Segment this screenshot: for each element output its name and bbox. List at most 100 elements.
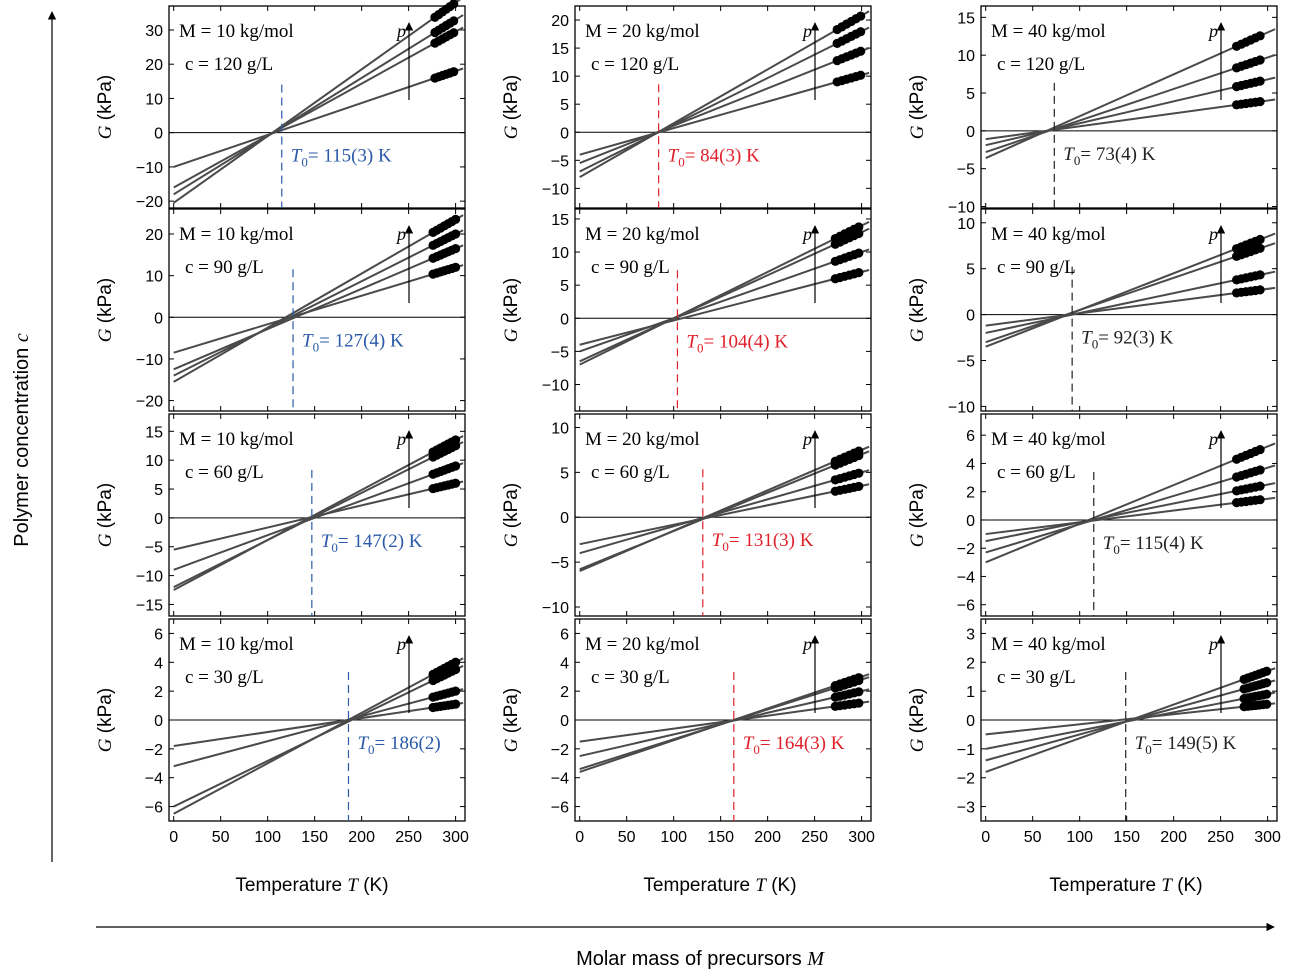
y-tick-label: −4: [145, 771, 163, 788]
y-tick-label: −2: [957, 541, 975, 558]
pressure-arrow-label: p: [395, 429, 406, 449]
t0-symbol: T: [743, 733, 755, 754]
panel-ylabel-unit: (kPa): [907, 483, 928, 534]
y-tick-label: 0: [560, 125, 569, 142]
y-tick-label: −15: [136, 597, 163, 614]
y-tick-label: 0: [966, 308, 975, 325]
y-tick-label: 10: [551, 69, 569, 86]
t0-value: = 92(3) K: [1098, 328, 1173, 349]
y-tick-label: −2: [551, 742, 569, 759]
data-point: [854, 248, 864, 258]
fit-line: [173, 214, 464, 383]
t0-value: = 164(3) K: [760, 733, 845, 754]
t0-annotation: T0= 149(5) K: [1135, 733, 1237, 757]
fit-line: [173, 14, 464, 196]
y-tick-label: 2: [560, 684, 569, 701]
y-tick-label: −10: [542, 600, 569, 617]
data-point: [1255, 481, 1265, 491]
pressure-arrow-label: p: [1207, 429, 1218, 449]
data-point: [854, 468, 864, 478]
concentration-label: c = 90 g/L: [997, 257, 1076, 278]
data-point: [1262, 699, 1272, 709]
y-tick-label: −10: [136, 160, 163, 177]
y-tick-label: −6: [551, 800, 569, 817]
y-tick-label: 4: [154, 655, 163, 672]
column-xlabel-3: Temperature T (K): [1049, 875, 1202, 896]
fit-line: [173, 480, 464, 551]
panel-ylabel-symbol: G: [907, 738, 928, 752]
y-tick-label: 6: [966, 428, 975, 445]
panel-ylabel: G (kPa): [95, 75, 116, 139]
fit-line: [579, 227, 870, 363]
fit-line: [173, 67, 464, 168]
plot-frame: [574, 5, 872, 209]
y-tick-label: 10: [957, 48, 975, 65]
concentration-label: c = 120 g/L: [185, 54, 273, 75]
panel-ylabel-symbol: G: [907, 125, 928, 139]
y-tick-label: −20: [136, 194, 163, 211]
y-tick-label: 0: [560, 510, 569, 527]
t0-subscript: 0: [313, 339, 320, 354]
data-point: [854, 698, 864, 708]
concentration-label: c = 120 g/L: [591, 54, 679, 75]
pressure-arrow-label: p: [395, 21, 406, 41]
plot-frame: [168, 208, 466, 412]
t0-symbol: T: [1063, 144, 1075, 165]
y-tick-label: −5: [551, 344, 569, 361]
t0-subscript: 0: [301, 155, 308, 170]
panel-ylabel-unit: (kPa): [907, 278, 928, 329]
x-tick-label: 250: [1207, 829, 1234, 846]
concentration-label: c = 90 g/L: [185, 257, 264, 278]
x-tick-label: 250: [395, 829, 422, 846]
data-point: [1255, 31, 1265, 41]
fit-line: [985, 442, 1276, 564]
molar-mass-label: M = 20 kg/mol: [585, 21, 700, 42]
fit-line: [579, 688, 870, 758]
t0-annotation: T0= 115(3) K: [291, 146, 392, 170]
data-point: [856, 27, 866, 37]
pressure-arrow-label: p: [801, 634, 812, 654]
data-point: [449, 0, 459, 9]
fit-line: [579, 71, 870, 156]
concentration-label: c = 60 g/L: [997, 462, 1076, 483]
t0-symbol: T: [1103, 533, 1115, 554]
y-tick-label: 4: [966, 456, 975, 473]
panel-ylabel-symbol: G: [95, 125, 116, 139]
t0-annotation: T0= 84(3) K: [668, 145, 760, 169]
t0-subscript: 0: [1074, 153, 1081, 168]
data-point: [854, 222, 864, 232]
data-point: [451, 229, 461, 239]
pressure-arrow-label: p: [801, 224, 812, 244]
y-tick-label: −1: [957, 742, 975, 759]
t0-symbol: T: [357, 733, 369, 754]
y-tick-label: 2: [966, 485, 975, 502]
panel-ylabel-symbol: G: [501, 328, 522, 342]
y-tick-label: −3: [957, 800, 975, 817]
panel-ylabel: G (kPa): [907, 688, 928, 752]
pressure-arrow-label: p: [395, 634, 406, 654]
fit-line: [173, 26, 464, 189]
molar-mass-label: M = 10 kg/mol: [179, 224, 294, 245]
y-tick-label: 6: [560, 626, 569, 643]
y-tick-label: 2: [154, 684, 163, 701]
pressure-arrow-label: p: [1207, 634, 1218, 654]
fit-line: [579, 248, 870, 353]
x-tick-label: 200: [754, 829, 781, 846]
t0-symbol: T: [668, 145, 680, 166]
y-tick-label: 5: [966, 86, 975, 103]
y-tick-label: 5: [966, 262, 975, 279]
t0-annotation: T0= 104(4) K: [686, 331, 788, 355]
fit-line: [579, 483, 870, 546]
molar-mass-label: M = 40 kg/mol: [991, 634, 1106, 655]
y-tick-label: 0: [154, 310, 163, 327]
y-tick-label: −10: [948, 199, 975, 216]
column-xlabel-1: Temperature T (K): [235, 875, 388, 896]
y-tick-label: 10: [551, 245, 569, 262]
fit-line: [173, 688, 464, 768]
t0-value: = 131(3) K: [729, 530, 814, 551]
fit-line: [579, 700, 870, 743]
panel-ylabel: G (kPa): [907, 75, 928, 139]
